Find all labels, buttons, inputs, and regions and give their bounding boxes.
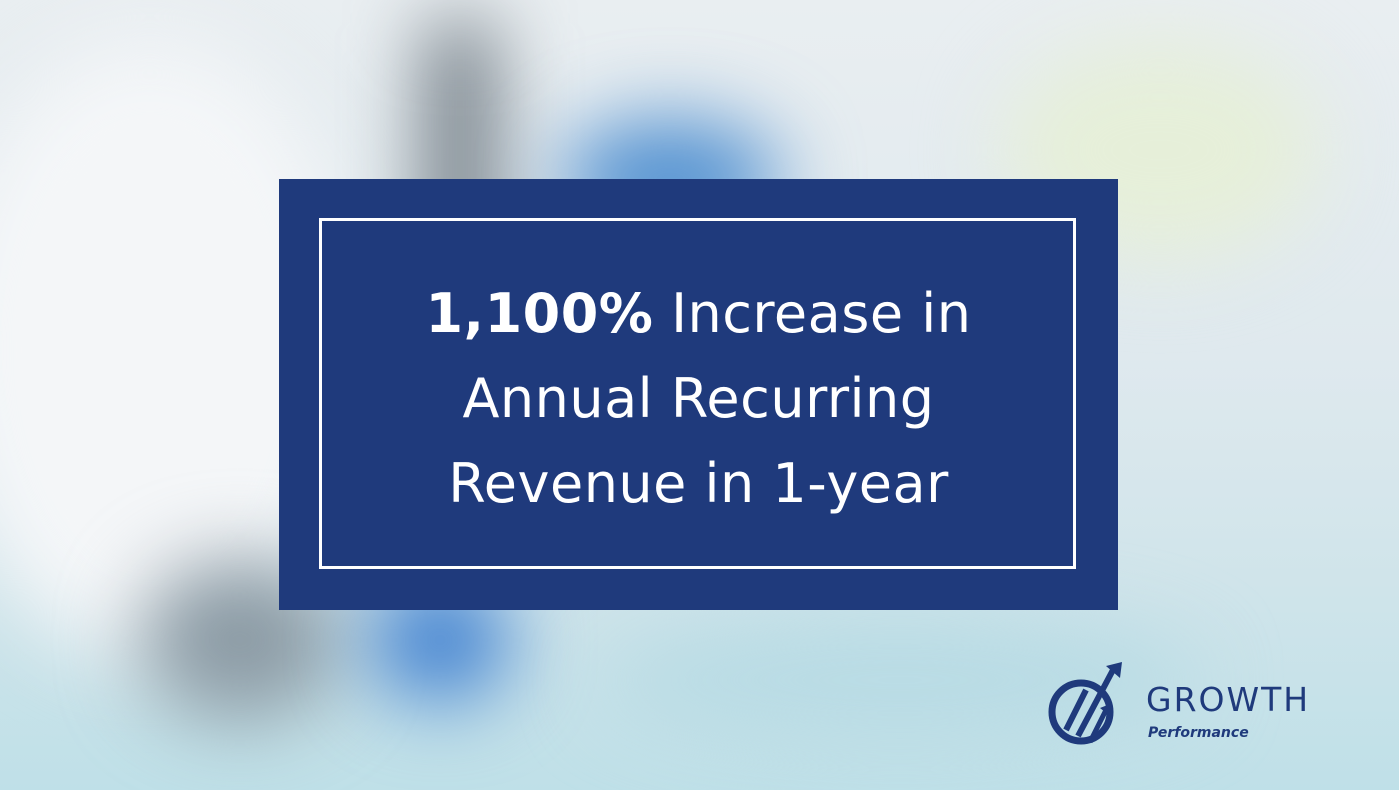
logo-name: GROWTH	[1146, 680, 1311, 719]
logo: GROWTH Performance	[1048, 662, 1348, 762]
headline-card: 1,100% Increase in Annual Recurring Reve…	[279, 179, 1118, 610]
headline-line: Annual Recurring	[462, 367, 935, 430]
headline-text: Increase in	[671, 282, 972, 345]
logo-tagline: Performance	[1148, 725, 1249, 741]
logo-icon	[1048, 662, 1122, 745]
headline-bold: 1,100%	[425, 282, 654, 345]
card-frame	[319, 218, 1076, 569]
logo-arrow	[1075, 666, 1117, 738]
logo-arrowhead	[1106, 662, 1122, 678]
logo-arrow	[1087, 708, 1109, 744]
headline-line: Revenue in 1-year	[448, 452, 949, 515]
logo-stroke	[1063, 688, 1089, 732]
logo-arrowhead	[1100, 704, 1110, 716]
headline-line: 1,100% Increase in	[279, 271, 1118, 356]
headline: 1,100% Increase in Annual Recurring Reve…	[279, 271, 1118, 526]
